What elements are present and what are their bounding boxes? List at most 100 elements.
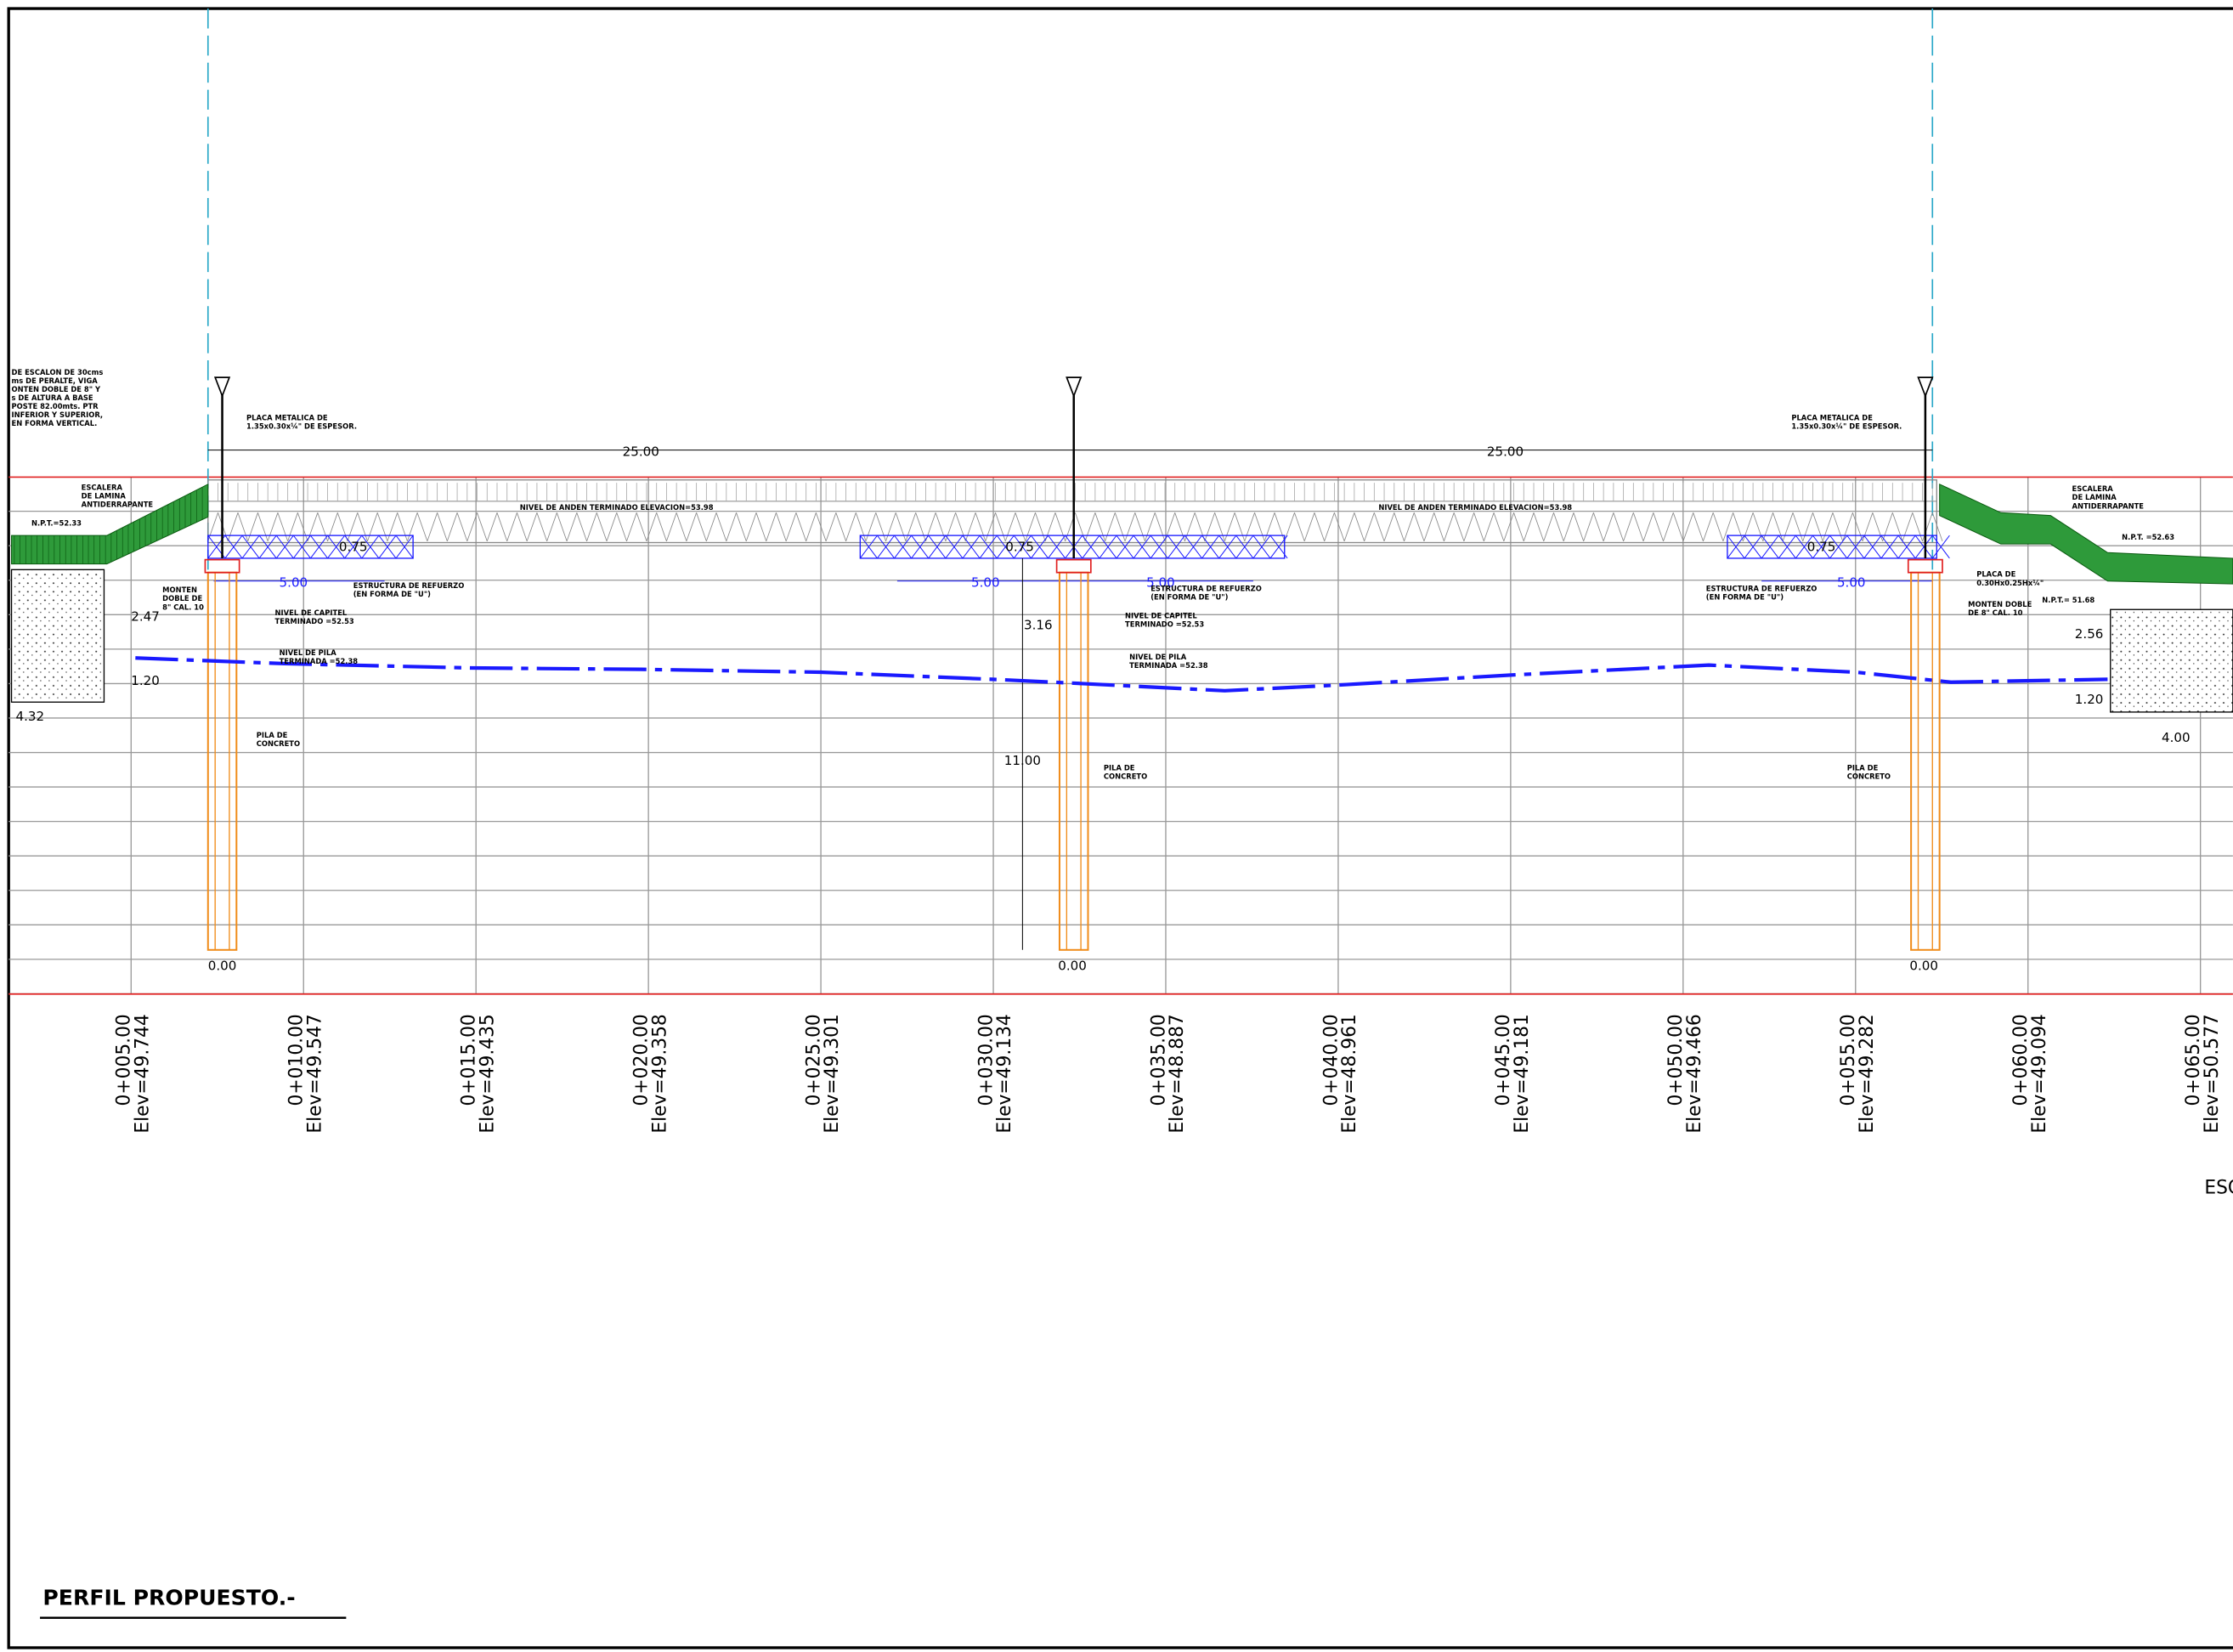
reinforcement: [258, 535, 277, 559]
lamp: [1066, 376, 1083, 399]
truss: [656, 512, 667, 541]
station-elevation: Elev=48.961: [1339, 1014, 1360, 1133]
note: ESTRUCTURA DE REFUERZO: [353, 581, 465, 590]
station-elevation: Elev=50.577: [2202, 1014, 2223, 1133]
note: ANTIDERRAPANTE: [2072, 501, 2145, 510]
truss: [1015, 512, 1026, 541]
structure: [11, 376, 2233, 951]
reinforcement: [1150, 535, 1168, 559]
truss: [1822, 512, 1834, 541]
truss: [885, 512, 896, 541]
station-elevation: Elev=49.301: [822, 1014, 843, 1133]
truss: [586, 512, 597, 541]
truss: [1693, 512, 1704, 541]
truss: [347, 512, 359, 541]
station-label: 0+015.00: [459, 1014, 480, 1106]
truss: [1931, 512, 1943, 541]
truss: [1563, 512, 1574, 541]
truss: [1603, 512, 1614, 541]
truss: [427, 512, 438, 541]
truss: [437, 512, 448, 541]
note: ESTRUCTURA DE REFUERZO: [1706, 584, 1817, 592]
frame: [7, 7, 2233, 1649]
dimension: 4.00: [2162, 730, 2191, 745]
truss: [736, 512, 747, 541]
truss: [486, 512, 498, 541]
station-elevation: Elev=49.181: [1512, 1014, 1533, 1133]
reinforcement: [310, 535, 328, 559]
truss: [875, 512, 886, 541]
truss: [207, 512, 218, 541]
station-elevation: Elev=49.094: [2029, 1014, 2050, 1133]
truss: [1733, 512, 1744, 541]
note: s DE ALTURA A BASE: [12, 393, 93, 402]
dimension: 5.00: [971, 574, 1000, 590]
truss: [1772, 512, 1784, 541]
reinforcement: [1880, 535, 1899, 559]
reinforcement: [224, 535, 243, 559]
truss: [1832, 512, 1844, 541]
truss: [1004, 512, 1016, 541]
truss: [895, 512, 907, 541]
note: CONCRETO: [1104, 772, 1147, 781]
station-label: 0+020.00: [630, 1014, 652, 1106]
truss: [227, 512, 239, 541]
truss: [1294, 512, 1305, 541]
truss: [416, 512, 428, 541]
truss: [1632, 512, 1644, 541]
truss: [1682, 512, 1694, 541]
truss: [1394, 512, 1405, 541]
note: PILA DE: [1104, 764, 1135, 772]
truss: [407, 512, 418, 541]
truss: [357, 512, 368, 541]
truss: [606, 512, 618, 541]
reinforcement: [962, 535, 981, 559]
reinforcement: [241, 535, 260, 559]
truss: [1533, 512, 1545, 541]
station-elevation: Elev=48.887: [1167, 1014, 1188, 1133]
truss: [1812, 512, 1823, 541]
note: ESCALERA: [2072, 484, 2114, 493]
truss: [745, 512, 757, 541]
truss: [1712, 512, 1724, 541]
reinforcement: [1252, 535, 1271, 559]
truss: [1263, 512, 1275, 541]
truss: [376, 512, 388, 541]
reinforcement: [1778, 535, 1796, 559]
truss: [1523, 512, 1535, 541]
truss: [466, 512, 478, 541]
truss: [517, 512, 528, 541]
reinforcement: [1914, 535, 1933, 559]
truss: [1782, 512, 1794, 541]
truss: [666, 512, 677, 541]
truss: [1891, 512, 1903, 541]
dimension: 0.00: [1909, 958, 1938, 973]
truss: [815, 512, 827, 541]
pile-cap: [204, 558, 240, 574]
reinforcement: [1897, 535, 1916, 559]
station-elevation: Elev=49.547: [304, 1014, 325, 1133]
truss: [247, 512, 258, 541]
truss: [1792, 512, 1804, 541]
note: CONCRETO: [1847, 772, 1891, 781]
reinforcement: [1863, 535, 1882, 559]
reinforcement: [1795, 535, 1813, 559]
truss: [1433, 512, 1444, 541]
note: DE ESCALON DE 30cms: [12, 368, 104, 376]
station-elevation: Elev=49.435: [477, 1014, 498, 1133]
pile-cap: [1907, 558, 1943, 574]
reinforcement: [1727, 535, 1937, 559]
truss: [1334, 512, 1345, 541]
note: 8" CAL. 10: [162, 603, 204, 611]
station-label: 0+035.00: [1148, 1014, 1169, 1106]
truss: [1672, 512, 1684, 541]
dimension: 2.56: [2075, 626, 2104, 642]
truss: [1025, 512, 1036, 541]
truss: [1423, 512, 1435, 541]
dimension: 0.75: [1807, 540, 1836, 555]
station-label: 0+010.00: [286, 1014, 308, 1106]
reinforcement: [1099, 535, 1117, 559]
truss: [576, 512, 587, 541]
